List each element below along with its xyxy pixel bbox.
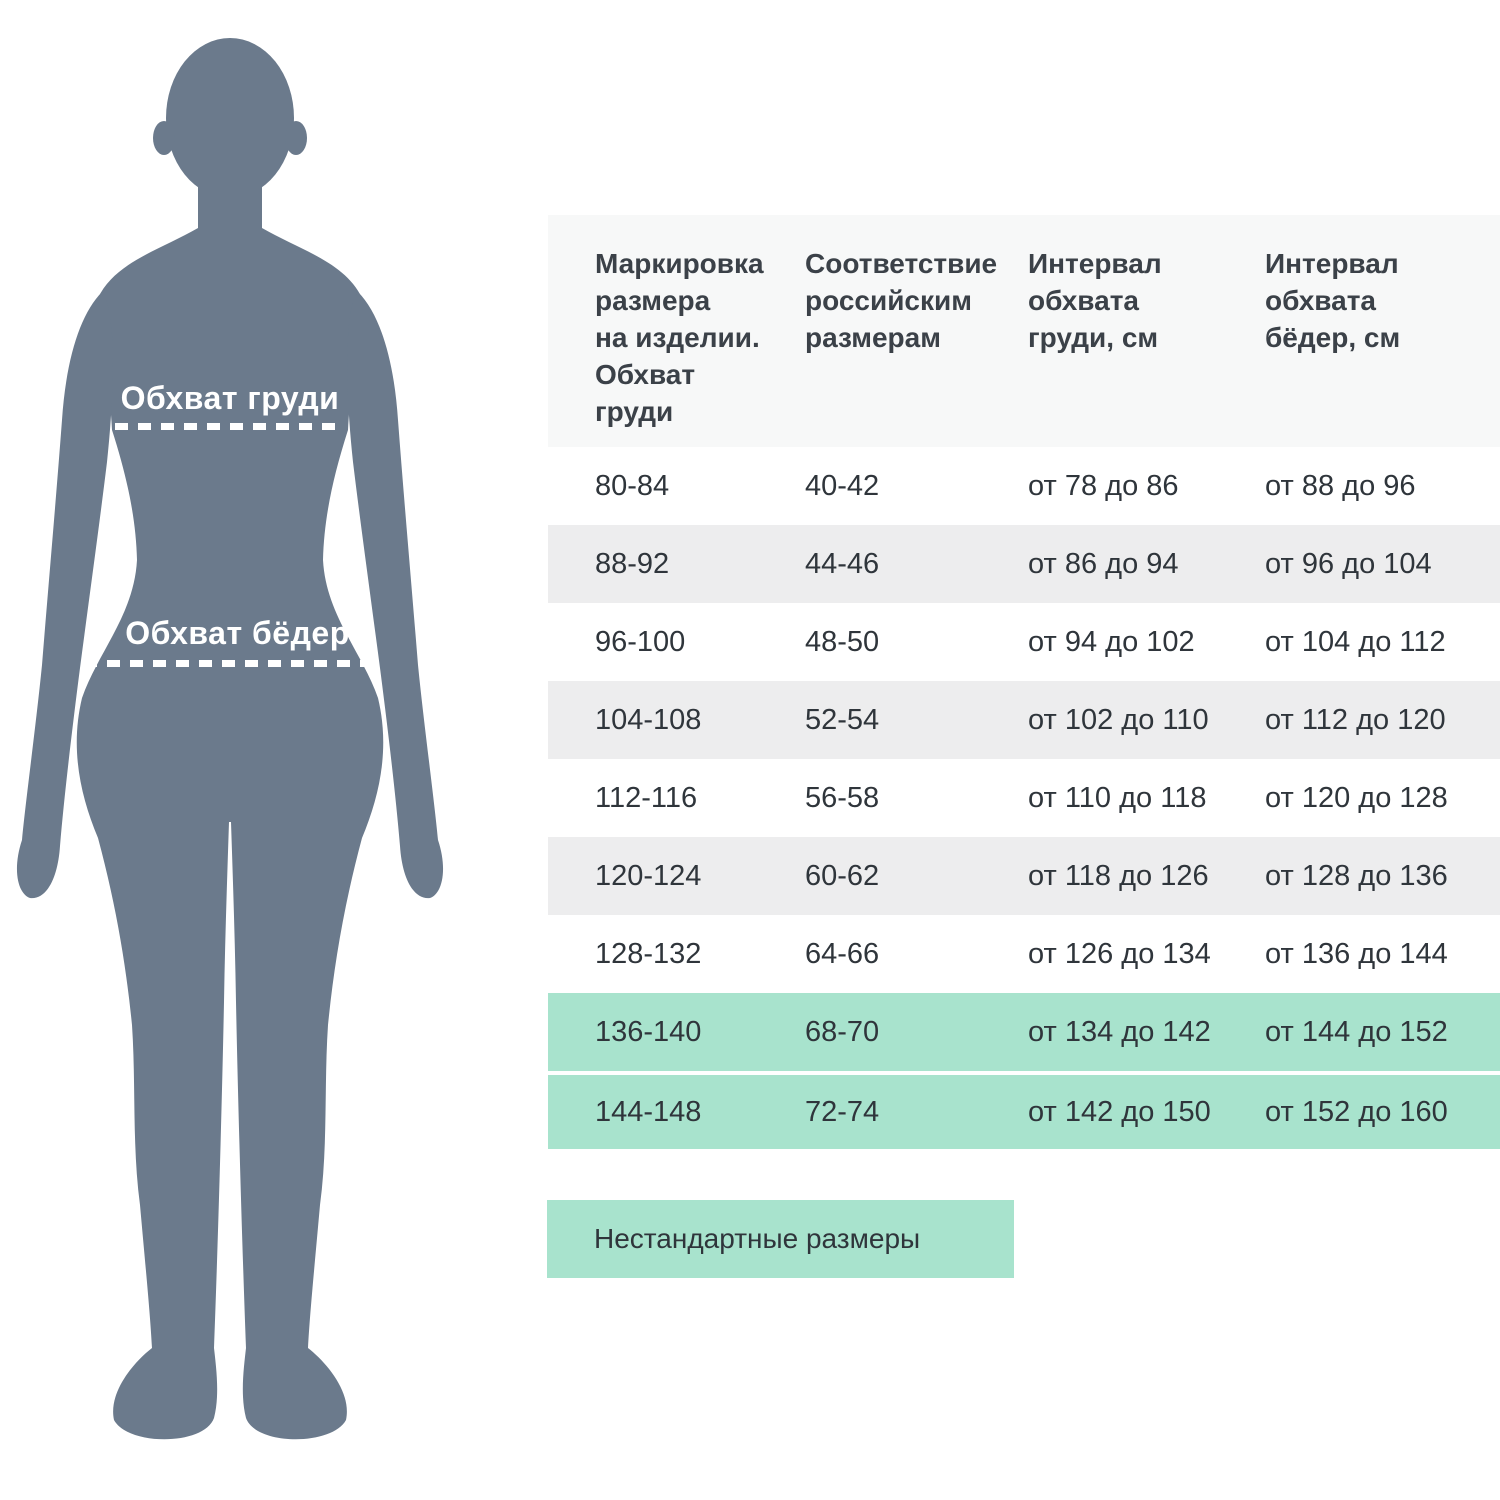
chest-measure-label: Обхват груди	[120, 380, 340, 416]
cell-size-marking: 112-116	[595, 781, 698, 814]
hips-measure-label: Обхват бёдер	[125, 615, 350, 651]
cell-hips-interval: от 104 до 112	[1265, 625, 1446, 658]
legend-label: Нестандартные размеры	[594, 1223, 921, 1254]
cell-russian-size: 48-50	[805, 625, 880, 658]
cell-russian-size: 60-62	[805, 859, 880, 892]
cell-hips-interval: от 96 до 104	[1265, 547, 1432, 580]
cell-size-marking: 96-100	[595, 625, 686, 658]
cell-hips-interval: от 144 до 152	[1265, 1015, 1448, 1048]
legend-nonstandard-sizes: Нестандартные размеры	[547, 1200, 1014, 1278]
cell-hips-interval: от 152 до 160	[1265, 1095, 1448, 1128]
cell-russian-size: 40-42	[805, 469, 880, 502]
silhouette-ear-left	[153, 121, 175, 155]
cell-chest-interval: от 118 до 126	[1028, 859, 1209, 892]
chest-measure-dashed-line	[115, 423, 345, 430]
cell-russian-size: 68-70	[805, 1015, 880, 1048]
cell-russian-size: 64-66	[805, 937, 880, 970]
cell-size-marking: 120-124	[595, 859, 702, 892]
cell-chest-interval: от 94 до 102	[1028, 625, 1195, 658]
cell-size-marking: 80-84	[595, 469, 670, 502]
table-row: 96-100 48-50 от 94 до 102 от 104 до 112	[548, 603, 1500, 681]
cell-hips-interval: от 120 до 128	[1265, 781, 1448, 814]
cell-hips-interval: от 136 до 144	[1265, 937, 1448, 970]
cell-chest-interval: от 102 до 110	[1028, 703, 1209, 736]
silhouette-arm-right	[347, 292, 444, 899]
silhouette-torso-legs	[76, 150, 384, 1440]
cell-size-marking: 128-132	[595, 937, 702, 970]
table-row: 80-84 40-42 от 78 до 86 от 88 до 96	[548, 447, 1500, 525]
cell-russian-size: 52-54	[805, 703, 880, 736]
cell-chest-interval: от 142 до 150	[1028, 1095, 1211, 1128]
female-body-silhouette	[16, 38, 444, 1440]
table-row-nonstandard: 144-148 72-74 от 142 до 150 от 152 до 16…	[548, 1071, 1500, 1149]
hips-measure-dashed-line	[84, 660, 381, 667]
cell-chest-interval: от 134 до 142	[1028, 1015, 1211, 1048]
cell-chest-interval: от 110 до 118	[1028, 781, 1207, 814]
size-table: Маркировка размера на изделии. Обхват гр…	[548, 215, 1500, 1149]
cell-hips-interval: от 128 до 136	[1265, 859, 1448, 892]
header-hips-interval: Интервал обхвата бёдер, см	[1265, 248, 1401, 353]
cell-chest-interval: от 86 до 94	[1028, 547, 1179, 580]
header-size-marking: Маркировка размера на изделии. Обхват гр…	[595, 248, 764, 427]
cell-hips-interval: от 112 до 120	[1265, 703, 1446, 736]
cell-russian-size: 44-46	[805, 547, 880, 580]
table-row: 120-124 60-62 от 118 до 126 от 128 до 13…	[548, 837, 1500, 915]
cell-size-marking: 88-92	[595, 547, 670, 580]
header-chest-interval: Интервал обхвата груди, см	[1028, 248, 1162, 353]
cell-chest-interval: от 78 до 86	[1028, 469, 1179, 502]
table-row-nonstandard: 136-140 68-70 от 134 до 142 от 144 до 15…	[548, 993, 1500, 1071]
cell-hips-interval: от 88 до 96	[1265, 469, 1416, 502]
header-russian-sizes: Соответствие российским размерам	[805, 248, 998, 353]
silhouette-arm-left	[16, 292, 113, 899]
cell-size-marking: 104-108	[595, 703, 702, 736]
cell-size-marking: 144-148	[595, 1095, 702, 1128]
table-row: 112-116 56-58 от 110 до 118 от 120 до 12…	[548, 759, 1500, 837]
cell-russian-size: 72-74	[805, 1095, 880, 1128]
cell-russian-size: 56-58	[805, 781, 880, 814]
silhouette-ear-right	[285, 121, 307, 155]
cell-chest-interval: от 126 до 134	[1028, 937, 1211, 970]
table-row: 104-108 52-54 от 102 до 110 от 112 до 12…	[548, 681, 1500, 759]
table-row: 128-132 64-66 от 126 до 134 от 136 до 14…	[548, 915, 1500, 993]
table-row: 88-92 44-46 от 86 до 94 от 96 до 104	[548, 525, 1500, 603]
cell-size-marking: 136-140	[595, 1015, 702, 1048]
table-header-row: Маркировка размера на изделии. Обхват гр…	[548, 215, 1500, 447]
